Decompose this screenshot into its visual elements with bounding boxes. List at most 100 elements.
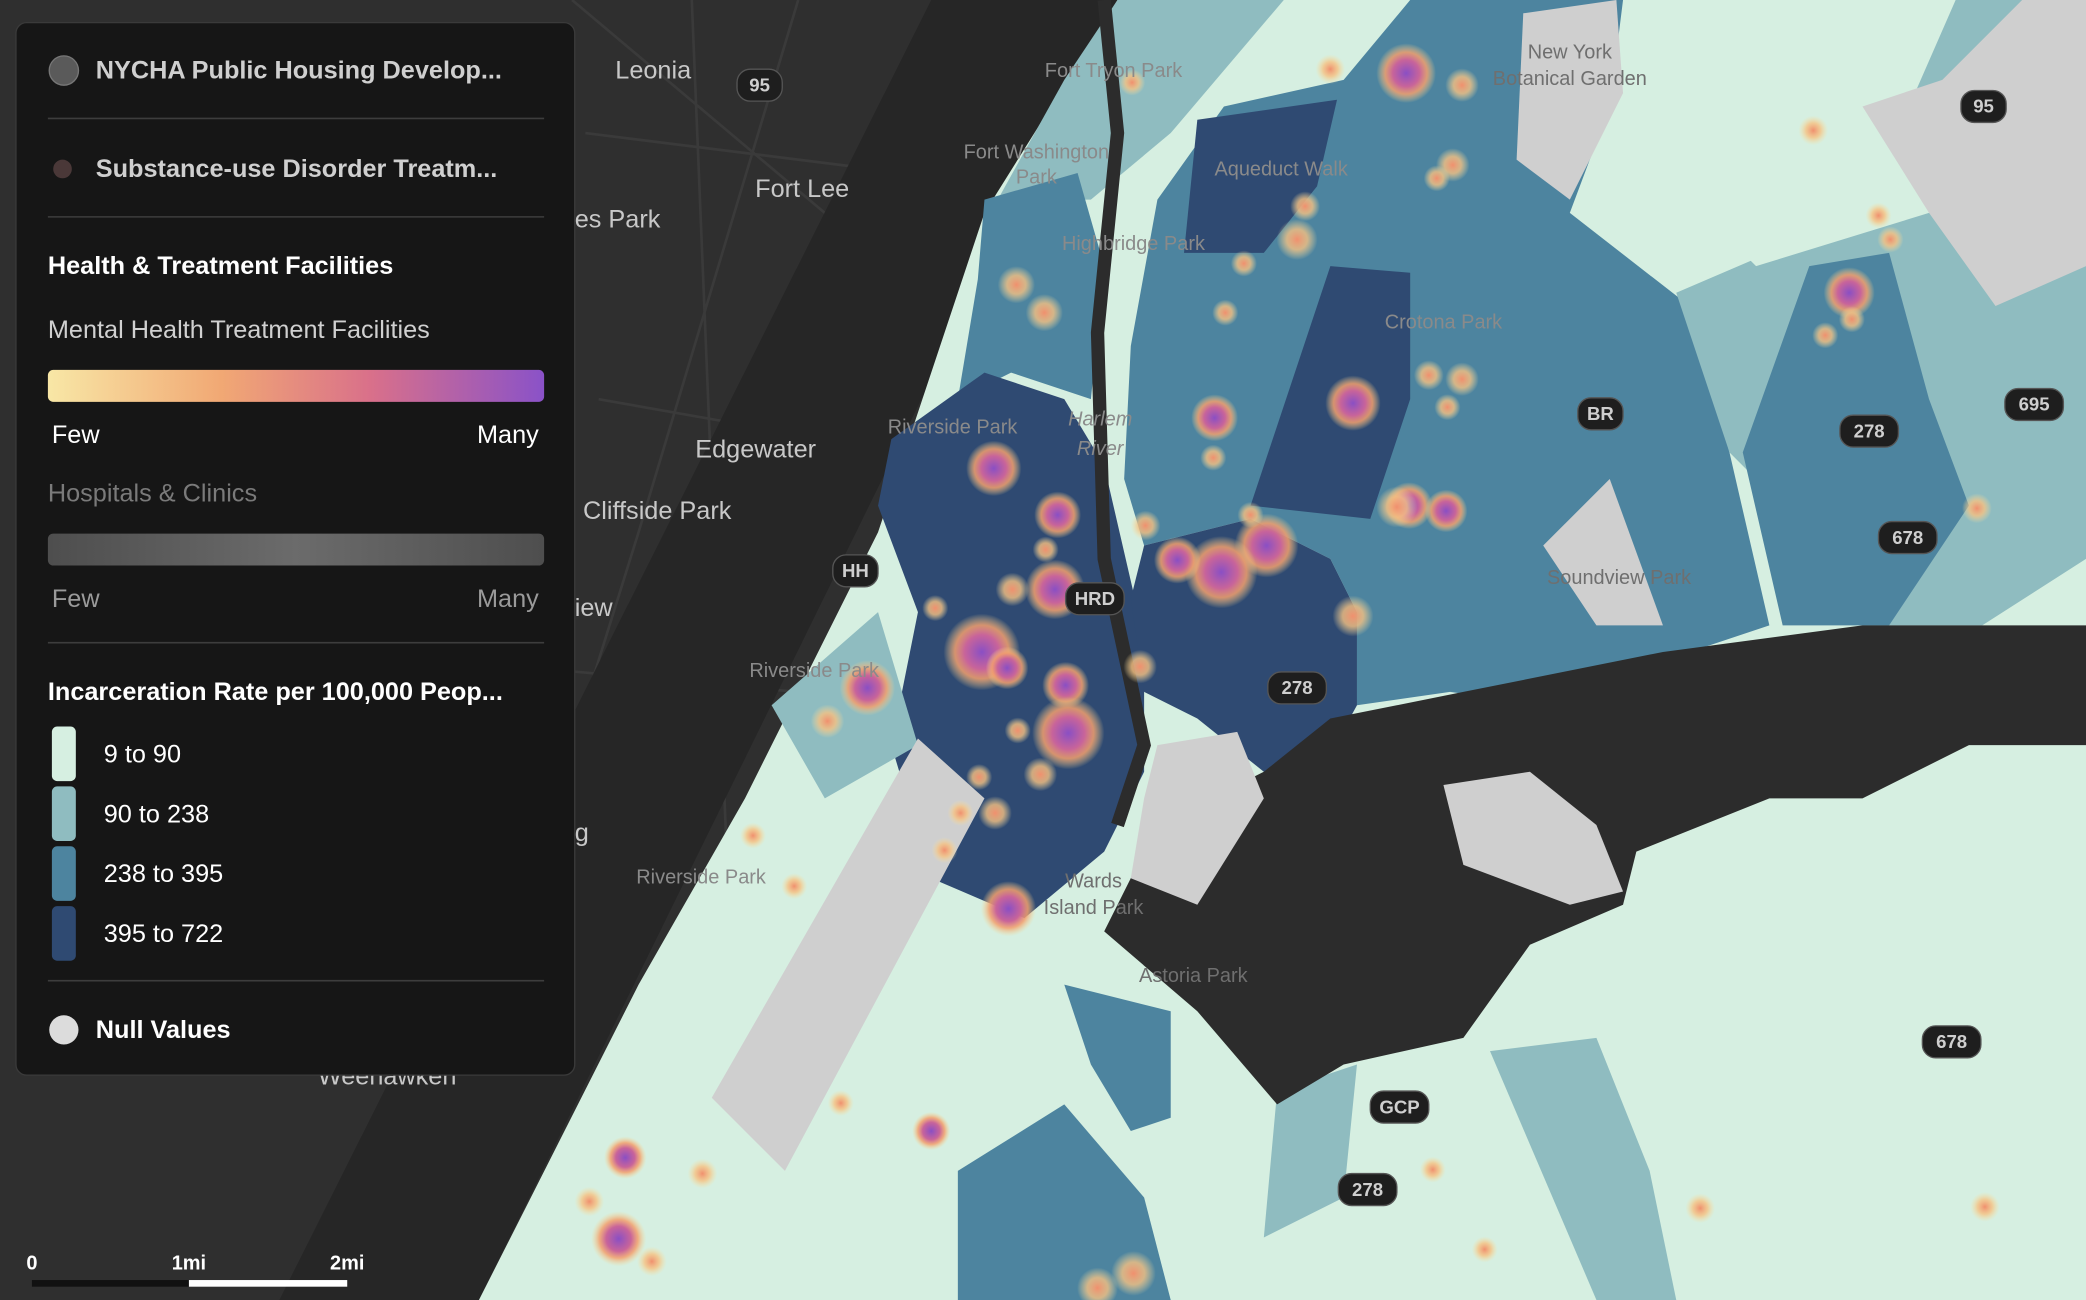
park-label: Soundview Park — [1547, 567, 1691, 589]
heatmap-ramp — [47, 533, 545, 566]
scale-label: 2mi — [330, 1252, 364, 1274]
place-label: g — [575, 819, 589, 847]
park-label: Riverside Park — [636, 866, 766, 888]
heat-spot — [1865, 202, 1892, 229]
heat-spot — [1413, 360, 1444, 391]
heat-spot — [1325, 375, 1381, 431]
heat-spot — [1969, 1191, 2000, 1222]
shield-badge — [1960, 89, 2007, 124]
heat-spot — [966, 764, 993, 791]
shield-label: 678 — [1936, 1031, 1967, 1052]
highway-shield: 678 — [1921, 1025, 1982, 1059]
null-area — [1862, 0, 2086, 307]
shield-label: 95 — [1973, 96, 1994, 117]
highway-shields: 95 HH HRD 278 BR 278 678 695 95 678 GCP 278 — [736, 68, 2065, 1207]
layer-label[interactable]: NYCHA Public Housing Develop... — [96, 57, 502, 85]
heat-spot — [985, 646, 1029, 690]
class-swatch — [51, 906, 76, 961]
heat-spot — [636, 1246, 667, 1277]
choropleth-title: Incarceration Rate per 100,000 Peop... — [48, 678, 503, 706]
heat-spot — [739, 822, 767, 849]
heat-spot — [1419, 1156, 1446, 1183]
heat-spot — [1823, 267, 1875, 319]
scale-label: 0 — [26, 1252, 37, 1274]
heat-spot — [1032, 696, 1105, 770]
harlem-river — [1090, 0, 1151, 828]
shield-badge — [1369, 1090, 1430, 1124]
heat-spot — [912, 1111, 951, 1151]
heat-spot — [781, 873, 808, 900]
heat-spot — [922, 595, 949, 622]
heat-spot — [1838, 306, 1865, 333]
heat-spot — [931, 837, 958, 864]
heat-spot — [947, 799, 974, 827]
park-label: Wards — [1065, 870, 1122, 892]
heat-spot — [1212, 299, 1239, 326]
scale-segment — [31, 1280, 189, 1287]
park-label: Island Park — [1044, 897, 1144, 919]
heat-spot — [1077, 1267, 1119, 1300]
null-area — [1516, 0, 1624, 200]
heat-spot — [603, 1136, 647, 1179]
place-label: Fort Lee — [755, 175, 849, 203]
heat-spot — [1376, 486, 1418, 528]
shield-label: HRD — [1075, 588, 1115, 609]
shield-badge — [1337, 1172, 1398, 1207]
highway-shield: 95 — [736, 68, 783, 102]
heat-spot — [1332, 595, 1374, 637]
heat-spot — [1200, 444, 1227, 471]
place-label: Leonia — [615, 57, 692, 85]
class-swatch — [51, 726, 76, 782]
district-mid — [1490, 1037, 1677, 1300]
highway-shield: 278 — [1267, 671, 1328, 705]
heat-spot — [1376, 43, 1436, 103]
park-label: Riverside Park — [888, 417, 1018, 439]
class-swatch — [51, 786, 76, 841]
heat-spot — [1153, 536, 1201, 584]
highway-shield: 278 — [1337, 1172, 1398, 1207]
park-label: Fort Washington — [964, 141, 1110, 163]
place-label: Cliffside Park — [583, 497, 732, 525]
heat-spot — [1877, 226, 1904, 253]
heatmap-title: Mental Health Treatment Facilities — [48, 316, 430, 344]
ramp-low: Few — [52, 585, 100, 613]
shield-badge — [736, 68, 783, 102]
shield-label: BR — [1587, 403, 1614, 424]
heat-spot — [1111, 1251, 1156, 1296]
layer-toggle[interactable] — [53, 159, 72, 179]
shield-label: 695 — [2019, 394, 2050, 415]
null-area — [1443, 771, 1624, 905]
layer-toggle[interactable] — [48, 55, 80, 86]
shield-label: GCP — [1379, 1096, 1419, 1117]
district-mid — [1263, 1064, 1357, 1238]
park-label: New York — [1528, 41, 1612, 63]
scale-label: 1mi — [172, 1252, 206, 1274]
heat-spot — [827, 1090, 854, 1117]
heat-spot — [997, 266, 1036, 304]
highway-shield: 278 — [1839, 414, 1900, 448]
shield-badge — [2004, 387, 2065, 422]
district-high — [957, 1104, 1171, 1300]
class-swatch — [51, 846, 76, 901]
shield-label: 278 — [1854, 420, 1885, 441]
water-label: Harlem — [1068, 409, 1132, 431]
heat-spot — [1685, 1193, 1716, 1224]
highway-shield: GCP — [1369, 1090, 1430, 1124]
heat-spot — [590, 1211, 647, 1267]
heat-spot — [1025, 294, 1063, 332]
park-label: Highbridge Park — [1062, 233, 1205, 255]
class-label: 395 to 722 — [104, 920, 223, 948]
district-highest — [1184, 99, 1338, 253]
layer-label[interactable]: Substance-use Disorder Treatm... — [96, 155, 498, 183]
shield-badge — [1267, 671, 1328, 705]
highway-shield: HRD — [1064, 582, 1125, 616]
class-label: 238 to 395 — [104, 860, 223, 888]
heat-spot — [1445, 362, 1479, 396]
heat-spot — [1423, 165, 1450, 192]
heat-spot — [574, 1186, 605, 1217]
heat-spot — [1237, 501, 1264, 528]
heat-spot — [1315, 54, 1346, 85]
heat-spot — [978, 796, 1012, 830]
